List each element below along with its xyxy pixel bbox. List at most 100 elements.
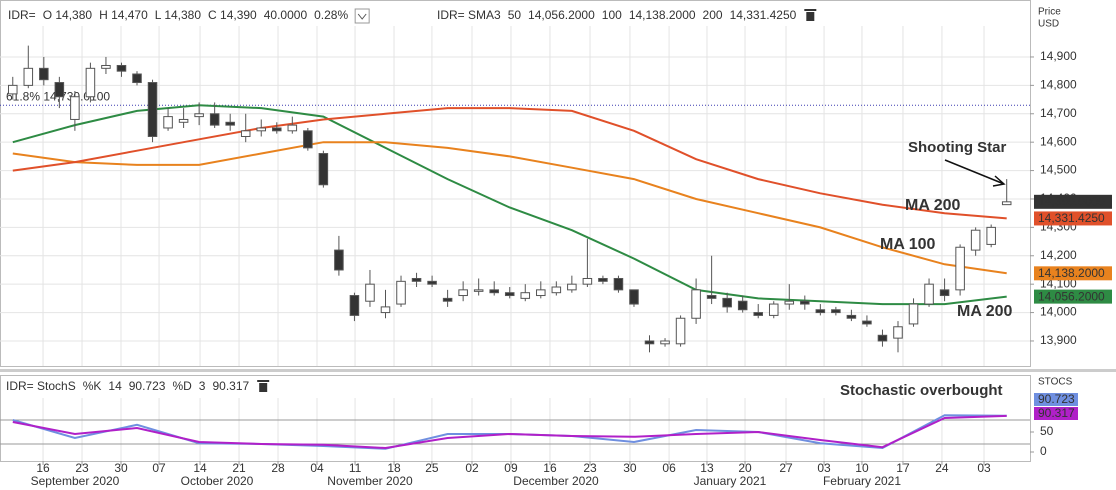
candle-body xyxy=(753,312,763,316)
y-axis-title: STOCS xyxy=(1038,377,1073,388)
y-tick-label: 50 xyxy=(1040,424,1054,438)
candle-body xyxy=(70,96,80,120)
candle-body xyxy=(7,84,18,95)
x-tick-label: 27 xyxy=(779,461,793,475)
series-line xyxy=(12,414,1007,450)
header-item: 90.317 xyxy=(212,379,249,393)
price-tag xyxy=(1034,211,1112,226)
header-item: L 14,380 xyxy=(155,8,202,22)
candle-body xyxy=(551,286,562,294)
candle-body xyxy=(318,153,329,186)
price-tag xyxy=(1034,194,1112,209)
main-panel-border xyxy=(0,0,1031,367)
candle-body xyxy=(194,113,204,118)
x-tick-label: 02 xyxy=(465,461,479,475)
candle-body xyxy=(862,320,872,325)
annotation: Shooting Star xyxy=(908,139,1006,156)
candle-body xyxy=(23,67,34,86)
y-axis-title: Price xyxy=(1038,7,1061,18)
y-tick-label: 0 xyxy=(1040,444,1047,458)
x-tick-label: 10 xyxy=(855,461,869,475)
candle-body xyxy=(147,82,158,137)
x-tick-label: 09 xyxy=(504,461,518,475)
delete-icon[interactable] xyxy=(804,9,817,21)
delete-icon[interactable] xyxy=(257,380,270,392)
x-tick-label: 11 xyxy=(349,461,362,475)
candle-body xyxy=(582,277,593,285)
header-item: 3 xyxy=(199,379,206,393)
month-label: November 2020 xyxy=(327,474,413,488)
candle-body xyxy=(240,130,251,137)
candle-body xyxy=(272,127,282,132)
candle-body xyxy=(831,309,841,314)
y-tick-label: 14,700 xyxy=(1040,106,1077,120)
candle-body xyxy=(970,229,981,251)
candle-body xyxy=(39,67,49,81)
value-tag-label: 90.317 xyxy=(1038,406,1075,420)
price-tag-label: 14,331.4250 xyxy=(1038,211,1105,225)
y-tick-label: 14,900 xyxy=(1040,49,1077,63)
series-line xyxy=(12,104,1007,306)
month-label: October 2020 xyxy=(181,474,254,488)
candle-body xyxy=(893,326,903,339)
header-item: 14,138.2000 xyxy=(629,8,696,22)
candle-body xyxy=(458,289,468,297)
candle-body xyxy=(644,340,655,345)
x-tick-label: 24 xyxy=(935,461,949,475)
header-item: %K xyxy=(83,379,102,393)
candle-body xyxy=(225,121,235,126)
candle-body xyxy=(442,297,453,302)
dropdown-icon xyxy=(357,13,367,20)
price-tag-label: 14,390.0000 xyxy=(1038,194,1105,208)
y-tick-label: 14,000 xyxy=(1040,305,1077,319)
x-tick-label: 07 xyxy=(152,461,166,475)
candle-body xyxy=(209,113,220,126)
candle-body xyxy=(784,300,795,305)
month-label: January 2021 xyxy=(694,474,767,488)
value-tag xyxy=(1034,407,1078,420)
price-tag xyxy=(1034,289,1112,304)
header-item: 100 xyxy=(602,8,622,22)
x-tick-label: 23 xyxy=(75,461,89,475)
candle-body xyxy=(132,73,142,84)
candle-body xyxy=(1001,201,1012,206)
header-item: H 14,470 xyxy=(99,8,148,22)
candle-body xyxy=(473,289,484,292)
value-tag xyxy=(1034,393,1078,406)
candle-body xyxy=(334,249,344,271)
candle-body xyxy=(598,277,608,282)
header-item: %D xyxy=(172,379,192,393)
dropdown-button[interactable] xyxy=(354,8,370,24)
value-tag-label: 90.723 xyxy=(1038,392,1075,406)
annotation: Stochastic overbought xyxy=(840,382,1003,399)
x-tick-label: 21 xyxy=(232,461,246,475)
candle-body xyxy=(101,64,111,69)
header-item: 50 xyxy=(508,8,522,22)
candle-body xyxy=(396,280,406,305)
candle-body xyxy=(955,246,965,291)
annotation: MA 200 xyxy=(957,303,1013,320)
candle-body xyxy=(924,283,934,305)
candle-body xyxy=(287,124,298,132)
x-tick-label: 14 xyxy=(193,461,207,475)
x-tick-label: 30 xyxy=(623,461,637,475)
x-tick-label: 28 xyxy=(271,461,285,475)
candle-body xyxy=(629,289,639,305)
candle-body xyxy=(163,116,173,129)
candle-body xyxy=(427,280,437,285)
month-label: February 2021 xyxy=(823,474,901,488)
x-tick-label: 17 xyxy=(896,461,910,475)
candle-body xyxy=(815,309,826,314)
header-item: 40.0000 xyxy=(264,8,308,22)
candle-body xyxy=(116,64,127,72)
x-tick-label: 23 xyxy=(583,461,597,475)
x-tick-label: 13 xyxy=(700,461,714,475)
header-item: C 14,390 xyxy=(208,8,257,22)
x-tick-label: 25 xyxy=(425,461,439,475)
header-item: 0.28% xyxy=(314,8,348,22)
header-item: 14,056.2000 xyxy=(528,8,595,22)
x-tick-label: 16 xyxy=(36,461,50,475)
y-axis-title: USD xyxy=(1038,19,1059,30)
annotation-arrow xyxy=(944,159,1006,187)
